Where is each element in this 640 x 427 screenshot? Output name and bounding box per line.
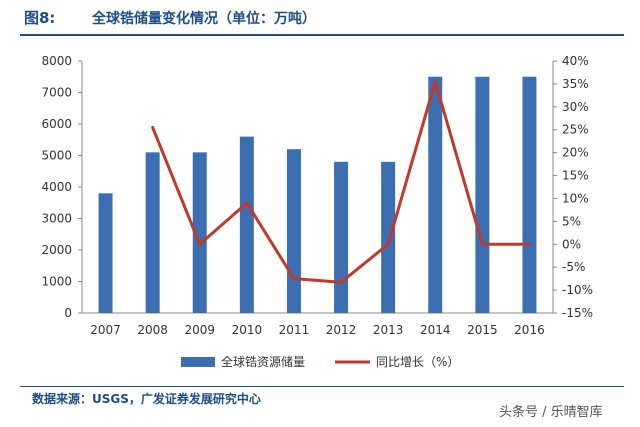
right-tick-label: 20% <box>562 146 589 160</box>
left-tick-label: 3000 <box>41 212 72 226</box>
right-tick-label: 35% <box>562 77 589 91</box>
line-point <box>386 242 390 246</box>
left-tick-label: 0 <box>64 306 72 320</box>
right-tick-label: -10% <box>562 283 593 297</box>
left-tick-label: 8000 <box>41 54 72 68</box>
line-point <box>245 201 249 205</box>
line-point <box>433 80 437 84</box>
left-tick-label: 1000 <box>41 275 72 289</box>
line-point <box>198 242 202 246</box>
right-tick-label: 25% <box>562 123 589 137</box>
line-series <box>151 80 531 284</box>
left-tick-label: 7000 <box>41 86 72 100</box>
x-tick-label: 2008 <box>137 323 168 337</box>
x-tick-label: 2013 <box>373 323 404 337</box>
x-tick-label: 2010 <box>232 323 263 337</box>
x-tick-label: 2016 <box>514 323 545 337</box>
right-tick-label: 30% <box>562 100 589 114</box>
x-tick-label: 2014 <box>420 323 451 337</box>
bar <box>475 76 490 313</box>
chart: 0 1000 2000 3000 4000 5000 6000 7000 8000 -15% -10… <box>41 54 593 369</box>
axes <box>78 60 557 314</box>
bar-series <box>98 76 537 313</box>
tick-labels: 0 1000 2000 3000 4000 5000 6000 7000 8000 -15% -10… <box>41 54 593 337</box>
bar <box>334 161 349 313</box>
line-point <box>480 242 484 246</box>
bar <box>239 136 254 313</box>
right-tick-label: -15% <box>562 306 593 320</box>
line-point <box>151 125 155 129</box>
watermark: 头条号 / 乐晴智库 <box>499 405 603 420</box>
chart-title: 全球锆储量变化情况（单位：万吨） <box>92 11 316 27</box>
x-tick-label: 2009 <box>184 323 215 337</box>
x-tick-label: 2007 <box>90 323 121 337</box>
legend-bar-swatch <box>181 357 215 367</box>
bar <box>381 161 396 313</box>
right-tick-label: 5% <box>562 214 581 228</box>
line-point <box>292 277 296 281</box>
legend-line-label: 同比增长（%） <box>376 355 459 369</box>
left-tick-label: 6000 <box>41 117 72 131</box>
left-tick-label: 2000 <box>41 243 72 257</box>
right-tick-label: 0% <box>562 237 581 251</box>
bar <box>428 76 443 313</box>
bar <box>145 152 160 313</box>
x-tick-label: 2011 <box>279 323 310 337</box>
footer-divider <box>20 386 624 387</box>
line-point <box>339 280 343 284</box>
source-note: 数据来源：USGS，广发证券发展研究中心 <box>32 392 261 406</box>
title-divider <box>20 34 624 36</box>
right-tick-label: 40% <box>562 54 589 68</box>
legend-bar-label: 全球锆资源储量 <box>221 354 305 369</box>
left-tick-label: 4000 <box>41 180 72 194</box>
bar <box>192 152 207 313</box>
right-tick-label: 15% <box>562 169 589 183</box>
bar <box>98 193 113 313</box>
x-tick-label: 2012 <box>326 323 357 337</box>
bar <box>522 76 537 313</box>
x-tick-label: 2015 <box>467 323 498 337</box>
bar <box>286 149 301 313</box>
line-point <box>527 242 531 246</box>
left-tick-label: 5000 <box>41 149 72 163</box>
right-tick-label: -5% <box>562 260 585 274</box>
legend: 全球锆资源储量 同比增长（%） <box>181 354 459 369</box>
figure-label: 图8: <box>24 9 56 27</box>
right-tick-label: 10% <box>562 191 589 205</box>
title-bar: 图8: 全球锆储量变化情况（单位：万吨） <box>20 7 624 29</box>
